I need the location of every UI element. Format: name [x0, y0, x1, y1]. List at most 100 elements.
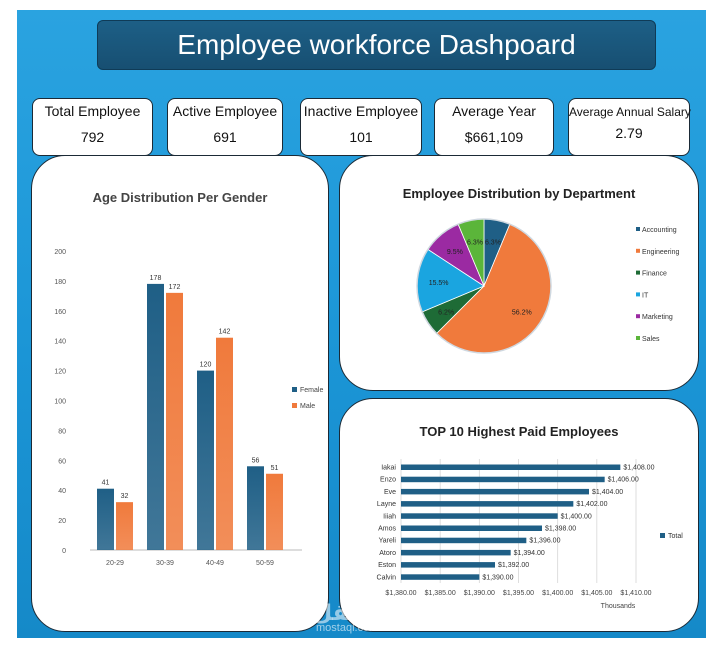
legend-swatch-marketing [636, 314, 640, 319]
legend-label-total: Total [668, 533, 683, 540]
bar-value-label: $1,406.00 [608, 477, 639, 484]
bar-total [401, 513, 558, 519]
legend-label-female: Female [300, 387, 323, 394]
bar-value-label: 41 [102, 480, 110, 487]
y-tick-label: 200 [54, 249, 66, 256]
y-tick-label: 40 [58, 488, 66, 495]
y-tick-label: 140 [54, 339, 66, 346]
x-tick-label: 20-29 [106, 560, 124, 567]
dashboard-content: Employee workforce Dashpoard Total Emplo… [17, 10, 706, 638]
bar-value-label: $1,398.00 [545, 526, 576, 533]
kpi-average-year: Average Year $661,109 [434, 98, 554, 156]
department-chart-title: Employee Distribution by Department [402, 186, 636, 201]
bar-value-label: $1,394.00 [514, 550, 545, 557]
bar-value-label: $1,408.00 [623, 465, 654, 472]
x-axis-title: Thousands [601, 603, 636, 610]
legend-label-male: Male [300, 403, 315, 410]
bar-value-label: 178 [150, 275, 162, 282]
bar-total [401, 537, 527, 544]
legend-swatch-accounting [636, 227, 640, 231]
y-tick-label: Layne [377, 501, 396, 508]
bar-male [116, 502, 133, 550]
y-tick-label: Eston [378, 562, 396, 569]
bar-value-label: 51 [271, 465, 279, 472]
bar-total [401, 549, 511, 556]
bar-male [216, 337, 233, 550]
bar-total [401, 525, 542, 531]
y-tick-label: Atoro [379, 550, 396, 557]
kpi-average-annual-salary: Average Annual Salary 2.79 [568, 98, 691, 156]
legend-label-finance: Finance [642, 271, 667, 278]
bar-value-label: 120 [200, 362, 212, 369]
department-chart-panel: Employee Distribution by Department 6.3%… [339, 155, 699, 391]
x-tick-label: $1,395.00 [503, 590, 534, 597]
top-paid-chart-title: TOP 10 Highest Paid Employees [419, 424, 619, 439]
dashboard-title: Employee workforce Dashpoard [97, 20, 656, 70]
age-chart-panel: Age Distribution Per Gender 0 20 40 60 80 100… [31, 155, 329, 632]
kpi-value: 691 [213, 129, 237, 145]
y-tick-label: Iiiah [383, 513, 396, 520]
top-paid-chart-panel: TOP 10 Highest Paid Employees Iakai $1,40… [339, 398, 699, 632]
legend-swatch-total [660, 533, 665, 538]
legend-label-engineering: Engineering [642, 249, 679, 256]
age-chart-title: Age Distribution Per Gender [92, 190, 268, 205]
kpi-label: Active Employee [172, 103, 278, 119]
bar-value-label: 142 [219, 329, 231, 336]
kpi-label: Average Year [452, 103, 536, 119]
y-tick-label: 100 [54, 399, 66, 406]
bar-male [166, 292, 183, 550]
bar-female [97, 488, 114, 550]
bar-value-label: $1,390.00 [482, 574, 513, 581]
bar-total [401, 501, 574, 507]
age-chart: 0 20 40 60 80 100 120 140 160 180 200 41 32 20-29 178 1… [54, 249, 323, 567]
top-paid-chart: Iakai $1,408.00 Enzo $1,406.00 Eve $1,404.00 L… [377, 459, 683, 610]
pie-slice-label: 6.2% [438, 309, 454, 316]
kpi-value: $661,109 [464, 129, 524, 145]
y-tick-label: 80 [58, 428, 66, 435]
bar-male [266, 473, 283, 550]
x-tick-label: 40-49 [206, 560, 224, 567]
watermark-logo: مستقل [313, 600, 394, 625]
pie-slice-label: 6.3% [485, 239, 501, 246]
kpi-label: Total Employee [44, 103, 141, 119]
legend-swatch-engineering [636, 248, 640, 253]
y-tick-label: 0 [62, 548, 66, 555]
kpi-value: 2.79 [615, 125, 643, 141]
bar-value-label: $1,396.00 [529, 538, 560, 545]
pie-slice-label: 6.3% [467, 239, 483, 246]
pie-slice-label: 15.5% [429, 280, 449, 287]
y-tick-label: Yareli [379, 538, 397, 545]
pie-slice-label: 9.5% [447, 249, 463, 256]
bar-total [401, 488, 589, 495]
legend-swatch-sales [636, 336, 640, 340]
y-tick-label: Iakai [381, 465, 396, 472]
bar-female [247, 466, 264, 550]
legend-swatch-it [636, 292, 640, 297]
kpi-label: Inactive Employee [303, 103, 419, 119]
x-tick-label: $1,390.00 [464, 590, 495, 597]
legend-label-it: IT [642, 292, 649, 299]
kpi-value: 101 [349, 129, 373, 145]
y-tick-label: 20 [58, 518, 66, 525]
x-tick-label: $1,405.00 [581, 590, 612, 597]
legend-swatch-female [292, 387, 297, 392]
kpi-active-employee: Active Employee 691 [167, 98, 283, 156]
y-tick-label: 180 [54, 279, 66, 286]
x-tick-label: $1,410.00 [620, 590, 651, 597]
kpi-label: Average Annual Salary [569, 105, 691, 119]
legend-swatch-male [292, 403, 297, 408]
legend-label-accounting: Accounting [642, 227, 677, 234]
bar-female [147, 283, 164, 550]
bar-total [401, 562, 495, 568]
legend-label-marketing: Marketing [642, 314, 673, 321]
bar-female [197, 370, 214, 550]
bar-total [401, 464, 621, 470]
bar-total [401, 476, 605, 483]
kpi-total-employee: Total Employee 792 [32, 98, 153, 156]
bar-value-label: $1,392.00 [498, 562, 529, 569]
x-tick-label: $1,385.00 [425, 590, 456, 597]
legend-swatch-finance [636, 270, 640, 275]
x-tick-label: 30-39 [156, 560, 174, 567]
y-tick-label: Eve [384, 489, 396, 496]
bar-total [401, 574, 480, 580]
